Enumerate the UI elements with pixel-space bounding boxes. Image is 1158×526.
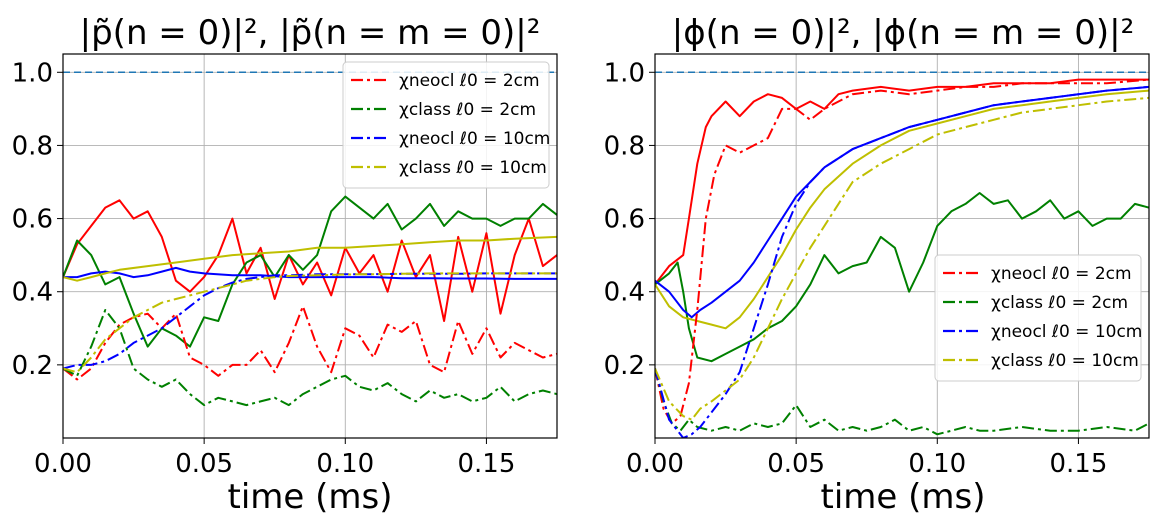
left-legend: χneocl ℓ0 = 2cm χclass ℓ0 = 2cm χneocl ℓ0 … — [342, 61, 550, 189]
right-series-group — [655, 71, 1149, 438]
right-series-line-4 — [655, 78, 1149, 425]
left-chart-panel: 0.00 0.05 0.10 0.15 0.2 0.4 0.6 0.8 1.0 |p̃(n = … — [12, 13, 558, 517]
left-legend-box — [342, 61, 550, 189]
right-legend-label: χneocl ℓ0 = 10cm — [991, 322, 1142, 342]
right-series-line-7 — [655, 96, 1149, 421]
right-y-tick-label: 1.0 — [604, 58, 645, 88]
left-series-line-3 — [63, 235, 557, 282]
left-legend-label: χneocl ℓ0 = 2cm — [399, 71, 540, 91]
right-axes-frame — [654, 53, 1150, 439]
left-series-line-6 — [63, 272, 557, 370]
left-legend-label: χneocl ℓ0 = 10cm — [399, 129, 550, 149]
right-chart-panel: 0.00 0.05 0.10 0.15 0.2 0.4 0.6 0.8 1.0 |ϕ(n = 0… — [604, 13, 1150, 517]
left-series-line-0 — [63, 199, 557, 322]
right-ticks: 0.00 0.05 0.10 0.15 0.2 0.4 0.6 0.8 1.0 — [604, 58, 1108, 479]
left-series-line-7 — [63, 272, 557, 374]
right-series-line-1 — [655, 192, 1149, 363]
left-y-tick-label: 0.8 — [12, 131, 53, 161]
left-y-tick-label: 0.6 — [12, 205, 53, 235]
right-y-tick-label: 0.8 — [604, 131, 645, 161]
right-x-tick-label: 0.00 — [626, 449, 684, 479]
right-legend-label: χclass ℓ0 = 10cm — [991, 351, 1139, 371]
left-ticks: 0.00 0.05 0.10 0.15 0.2 0.4 0.6 0.8 1.0 — [12, 58, 516, 479]
right-series-line-3 — [655, 89, 1149, 330]
left-series-group — [63, 71, 557, 407]
right-legend-box — [934, 254, 1142, 382]
left-series-line-4 — [63, 305, 557, 381]
left-x-tick-label: 0.10 — [316, 449, 374, 479]
left-x-tick-label: 0.00 — [34, 449, 92, 479]
left-y-tick-label: 0.4 — [12, 278, 53, 308]
left-x-tick-label: 0.05 — [175, 449, 233, 479]
left-series-line-2 — [63, 266, 557, 280]
left-axes-frame — [62, 53, 558, 439]
right-x-tick-label: 0.10 — [908, 449, 966, 479]
right-x-tick-label: 0.15 — [1049, 449, 1107, 479]
left-y-tick-label: 1.0 — [12, 58, 53, 88]
right-series-line-5 — [655, 368, 1149, 436]
right-y-tick-label: 0.4 — [604, 278, 645, 308]
right-x-tick-label: 0.05 — [767, 449, 825, 479]
right-y-tick-label: 0.6 — [604, 205, 645, 235]
left-series-line-5 — [63, 309, 557, 407]
left-series-line-1 — [63, 195, 557, 348]
left-x-axis-label: time (ms) — [228, 477, 393, 517]
left-x-tick-label: 0.15 — [457, 449, 515, 479]
left-legend-label: χclass ℓ0 = 10cm — [399, 158, 547, 178]
left-y-tick-label: 0.2 — [12, 351, 53, 381]
right-series-line-6 — [655, 85, 1149, 438]
right-legend-label: χclass ℓ0 = 2cm — [991, 293, 1128, 313]
right-legend: χneocl ℓ0 = 2cm χclass ℓ0 = 2cm χneocl ℓ0 … — [934, 254, 1142, 382]
right-y-tick-label: 0.2 — [604, 351, 645, 381]
right-x-axis-label: time (ms) — [821, 477, 986, 517]
right-chart-title: |ϕ(n = 0)|², |ϕ(n = m = 0)|² — [672, 13, 1134, 53]
right-legend-label: χneocl ℓ0 = 2cm — [991, 264, 1132, 284]
left-chart-title: |p̃(n = 0)|², |p̃(n = m = 0)|² — [80, 13, 541, 53]
left-legend-label: χclass ℓ0 = 2cm — [399, 100, 536, 120]
right-series-line-0 — [655, 78, 1149, 286]
